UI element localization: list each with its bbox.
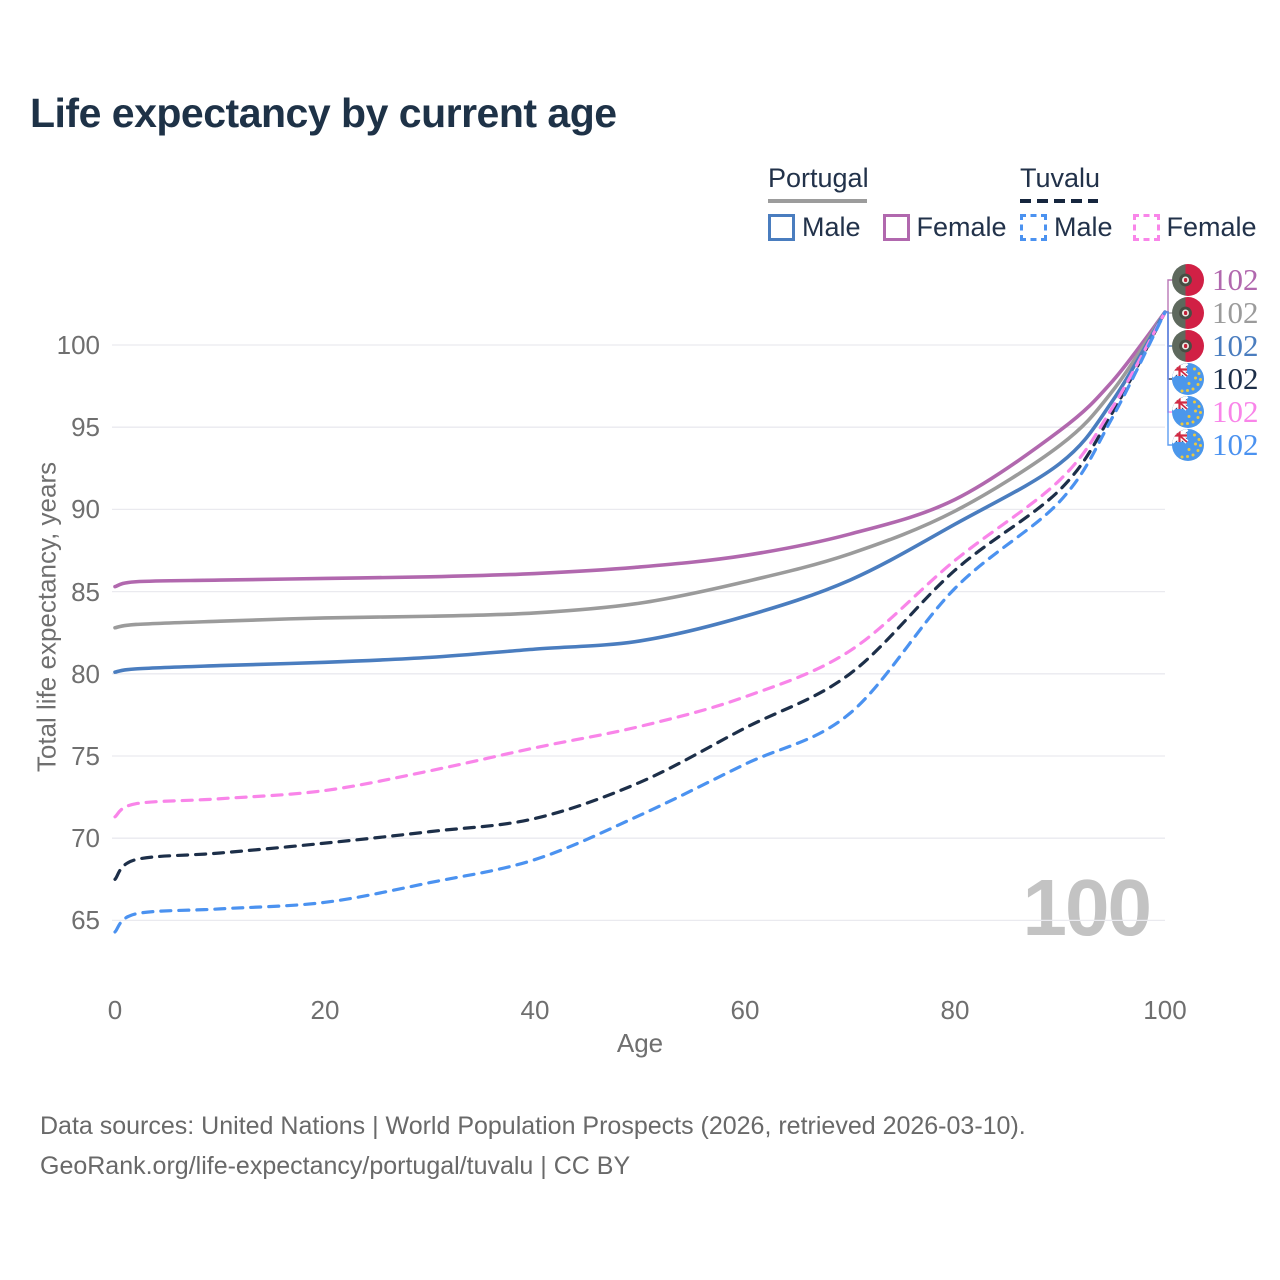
portugal-flag-icon <box>1172 330 1204 362</box>
legend-box-tuvalu-female[interactable] <box>1132 214 1160 241</box>
tuvalu-dashed-line-swatch <box>1020 199 1098 203</box>
legend-country-tuvalu[interactable]: Tuvalu <box>1020 163 1257 203</box>
x-axis-title: Age <box>616 1028 664 1058</box>
legend-group-portugal: Portugal Male Female <box>768 163 1007 243</box>
gridlines <box>112 344 1165 922</box>
series-line-portugal-female <box>113 310 1167 589</box>
end-value-label: 102 <box>1212 295 1259 330</box>
y-tick-label: 90 <box>71 494 100 525</box>
y-tick-label: 65 <box>71 905 100 936</box>
end-value-label: 102 <box>1212 262 1259 297</box>
legend-box-portugal-female[interactable] <box>882 214 910 241</box>
legend-group-tuvalu: Tuvalu Male Female <box>1020 163 1257 243</box>
end-value-label: 102 <box>1212 394 1259 429</box>
x-tick-label: 20 <box>310 995 340 1025</box>
y-tick-label: 85 <box>71 576 100 607</box>
legend-label-tuvalu-male[interactable]: Male <box>1054 212 1113 242</box>
legend-label-portugal-male[interactable]: Male <box>802 212 861 242</box>
portugal-flag-icon <box>1172 297 1204 329</box>
y-tick-label: 95 <box>71 412 100 443</box>
x-tick-label: 0 <box>107 995 123 1025</box>
x-tick-label: 80 <box>940 995 970 1025</box>
tuvalu-flag-icon <box>1172 396 1204 428</box>
x-tick-label: 40 <box>520 995 550 1025</box>
end-value-label: 102 <box>1212 361 1259 396</box>
end-value-label: 102 <box>1212 328 1259 363</box>
series-line-tuvalu-both-sexes <box>113 310 1167 881</box>
legend-label-portugal-female[interactable]: Female <box>916 212 1007 242</box>
y-tick-label: 80 <box>71 658 100 689</box>
series-line-portugal-both-sexes <box>113 310 1167 630</box>
page-title: Life expectancy by current age <box>30 90 617 136</box>
tuvalu-flag-icon <box>1172 429 1204 461</box>
series-line-tuvalu-male <box>113 310 1167 934</box>
legend-box-portugal-male[interactable] <box>768 214 795 241</box>
series-line-tuvalu-female <box>113 310 1167 819</box>
y-tick-label: 75 <box>71 741 100 771</box>
tuvalu-flag-icon <box>1172 363 1204 395</box>
legend-country-portugal[interactable]: Portugal <box>768 163 1007 203</box>
x-tick-label: 60 <box>730 995 760 1025</box>
y-tick-label: 100 <box>56 330 100 360</box>
footer: Data sources: United Nations | World Pop… <box>40 1106 1026 1186</box>
leader-line <box>1165 311 1172 446</box>
legend-label-tuvalu-female[interactable]: Female <box>1166 212 1257 242</box>
portugal-solid-line-swatch <box>768 199 867 203</box>
age-watermark: 100 <box>1022 863 1152 952</box>
end-value-label: 102 <box>1212 427 1259 462</box>
footer-data-sources: Data sources: United Nations | World Pop… <box>40 1112 1026 1140</box>
x-tick-label: 100 <box>1143 995 1187 1025</box>
footer-attribution: GeoRank.org/life-expectancy/portugal/tuv… <box>40 1152 631 1180</box>
series-lines <box>113 310 1167 934</box>
legend-box-tuvalu-male[interactable] <box>1020 214 1047 241</box>
y-tick-label: 70 <box>71 823 100 854</box>
series-line-portugal-male <box>113 310 1167 674</box>
portugal-flag-icon <box>1172 264 1204 296</box>
leader-line <box>1165 279 1172 313</box>
